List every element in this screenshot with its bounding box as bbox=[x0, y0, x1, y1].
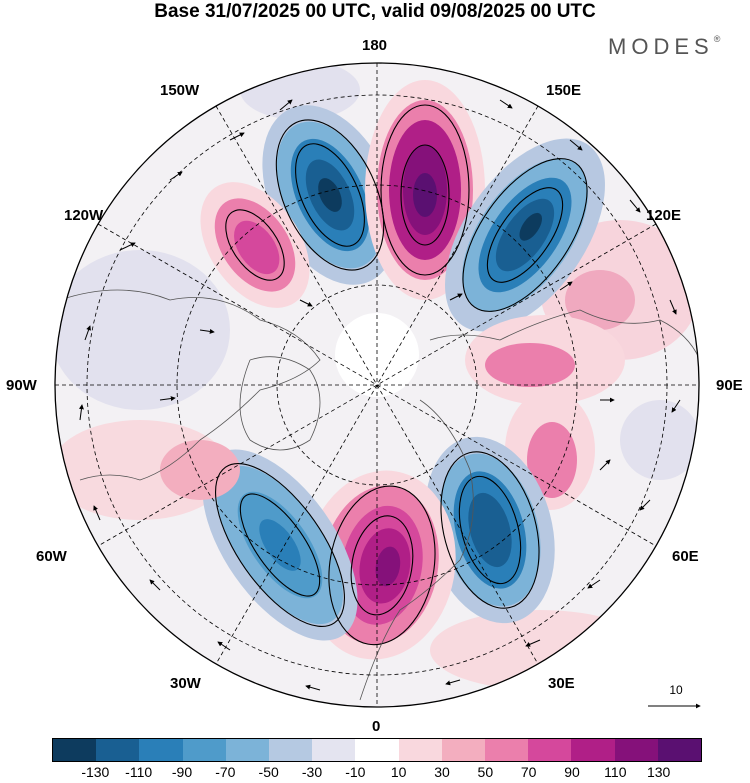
logo-text: MODES bbox=[608, 34, 714, 59]
anomaly-lobe-45w bbox=[202, 449, 358, 641]
colorbar-swatch bbox=[441, 739, 486, 761]
colorbar-tick-label: -50 bbox=[258, 764, 279, 780]
anomaly-lobe-165w bbox=[262, 105, 398, 285]
colorbar-tick-label: -130 bbox=[81, 764, 110, 780]
colorbar-swatch bbox=[657, 739, 702, 761]
modes-logo: MODES® bbox=[608, 34, 720, 60]
colorbar-tick-label: 110 bbox=[604, 764, 627, 780]
lon-label-90e: 90E bbox=[716, 377, 743, 394]
colorbar-tick-label: -90 bbox=[171, 764, 193, 780]
colorbar-tick-label: -30 bbox=[301, 764, 323, 780]
colorbar-tick-label: -110 bbox=[125, 764, 153, 780]
lon-label-150w: 150W bbox=[160, 82, 200, 99]
colorbar-ticks: -130 -110 -90 -70 -50 -30 -10 10 30 50 70 90 110 130 bbox=[0, 764, 750, 782]
colorbar-swatch bbox=[571, 739, 615, 761]
colorbar-tick-label: 90 bbox=[564, 764, 580, 780]
colorbar-swatch bbox=[398, 739, 442, 761]
colorbar-swatch bbox=[225, 739, 270, 761]
lon-label-0: 0 bbox=[372, 718, 381, 735]
colorbar-swatch bbox=[528, 739, 572, 761]
colorbar-tick-label: 50 bbox=[477, 764, 494, 780]
streamlines bbox=[215, 104, 588, 646]
colorbar-swatch bbox=[96, 739, 140, 761]
colorbar-tick-label: -10 bbox=[345, 764, 366, 780]
vector-key: 10 bbox=[646, 683, 706, 697]
anomaly-lobe-150e bbox=[445, 138, 605, 332]
lon-label-30w: 30W bbox=[170, 675, 201, 692]
anomaly-field bbox=[55, 63, 699, 707]
colorbar-swatch bbox=[355, 739, 399, 761]
colorbar-swatch bbox=[485, 739, 529, 761]
colorbar-tick-label: -70 bbox=[215, 764, 236, 780]
graticule bbox=[55, 63, 699, 707]
lon-label-60e: 60E bbox=[672, 548, 699, 565]
map-boundary bbox=[54, 62, 700, 708]
colorbar-swatch bbox=[614, 739, 658, 761]
lon-label-150e: 150E bbox=[546, 82, 582, 99]
pole-area bbox=[335, 313, 419, 397]
colorbar-swatch bbox=[53, 739, 97, 761]
registered-mark: ® bbox=[713, 34, 721, 44]
colorbar-tick-label: 30 bbox=[434, 764, 450, 780]
colorbar-swatch bbox=[312, 739, 356, 761]
colorbar-tick-label: 70 bbox=[520, 764, 537, 780]
colorbar-tick-label: 10 bbox=[390, 764, 407, 780]
map-title: Base 31/07/2025 00 UTC, valid 09/08/2025… bbox=[154, 1, 596, 22]
colorbar bbox=[52, 738, 702, 762]
anomaly-lobe-180 bbox=[365, 80, 485, 300]
lon-label-120w: 120W bbox=[64, 207, 104, 224]
vector-key-label: 10 bbox=[669, 683, 683, 697]
anomaly-patch-greenland bbox=[160, 440, 240, 500]
colorbar-swatch bbox=[269, 739, 313, 761]
colorbar-swatch bbox=[139, 739, 183, 761]
wind-vectors bbox=[78, 99, 681, 691]
lon-label-120e: 120E bbox=[646, 207, 682, 224]
colorbar-swatch bbox=[182, 739, 226, 761]
coastlines bbox=[59, 289, 699, 701]
anomaly-lobe-135w bbox=[200, 182, 310, 308]
lon-label-180: 180 bbox=[362, 37, 388, 54]
lon-label-30e: 30E bbox=[548, 675, 575, 692]
lon-label-90w: 90W bbox=[6, 377, 37, 394]
lon-label-60w: 60W bbox=[36, 548, 67, 565]
colorbar-tick-label: 130 bbox=[646, 764, 671, 780]
